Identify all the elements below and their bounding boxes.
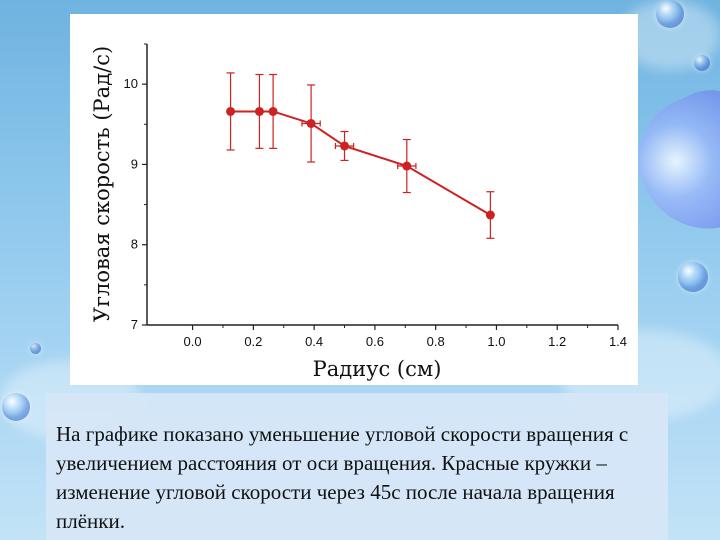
data-point xyxy=(340,141,350,151)
data-point xyxy=(485,210,495,220)
x-tick-label: 1.4 xyxy=(609,334,627,349)
x-tick-label: 0.4 xyxy=(305,334,323,349)
data-point xyxy=(402,161,412,171)
caption-text: На графике показано уменьшение угловой с… xyxy=(56,422,629,533)
x-tick-label: 0.6 xyxy=(366,334,384,349)
y-tick-label: 9 xyxy=(131,156,138,171)
chart-panel: 0.0 0.2 0.4 0.6 0.8 1.0 1.2 1.4 7 8 9 10 Радиус (см… xyxy=(70,14,638,385)
y-tick-label: 8 xyxy=(131,237,138,252)
decorative-bubble-icon xyxy=(656,0,684,28)
decorative-bubble-icon xyxy=(678,262,708,292)
x-tick-label: 1.0 xyxy=(487,334,505,349)
decorative-bubble-icon xyxy=(30,343,41,354)
y-tick-label: 10 xyxy=(124,76,138,91)
y-axis-title: Угловая скорость (Рад/с) xyxy=(90,46,114,322)
x-axis-title: Радиус (см) xyxy=(313,357,442,381)
x-tick-label: 0.2 xyxy=(244,334,262,349)
data-point xyxy=(254,106,264,116)
series-line xyxy=(230,110,491,216)
decorative-bubble-icon xyxy=(694,55,710,71)
data-point xyxy=(268,106,278,116)
data-point xyxy=(306,118,316,128)
data-point xyxy=(226,106,236,116)
x-tick-label: 0.8 xyxy=(427,334,445,349)
y-tick-label: 7 xyxy=(131,317,138,332)
line-chart: 0.0 0.2 0.4 0.6 0.8 1.0 1.2 1.4 7 8 9 10 Радиус (см… xyxy=(90,43,627,381)
decorative-bubble-icon xyxy=(2,393,30,421)
x-tick-label: 0.0 xyxy=(184,334,202,349)
chart-ticks: 0.0 0.2 0.4 0.6 0.8 1.0 1.2 1.4 7 8 9 10 xyxy=(124,43,627,349)
chart-marks xyxy=(226,72,495,239)
x-tick-label: 1.2 xyxy=(548,334,566,349)
chart-axes xyxy=(146,44,618,326)
caption-box: На графике показано уменьшение угловой с… xyxy=(46,393,668,540)
